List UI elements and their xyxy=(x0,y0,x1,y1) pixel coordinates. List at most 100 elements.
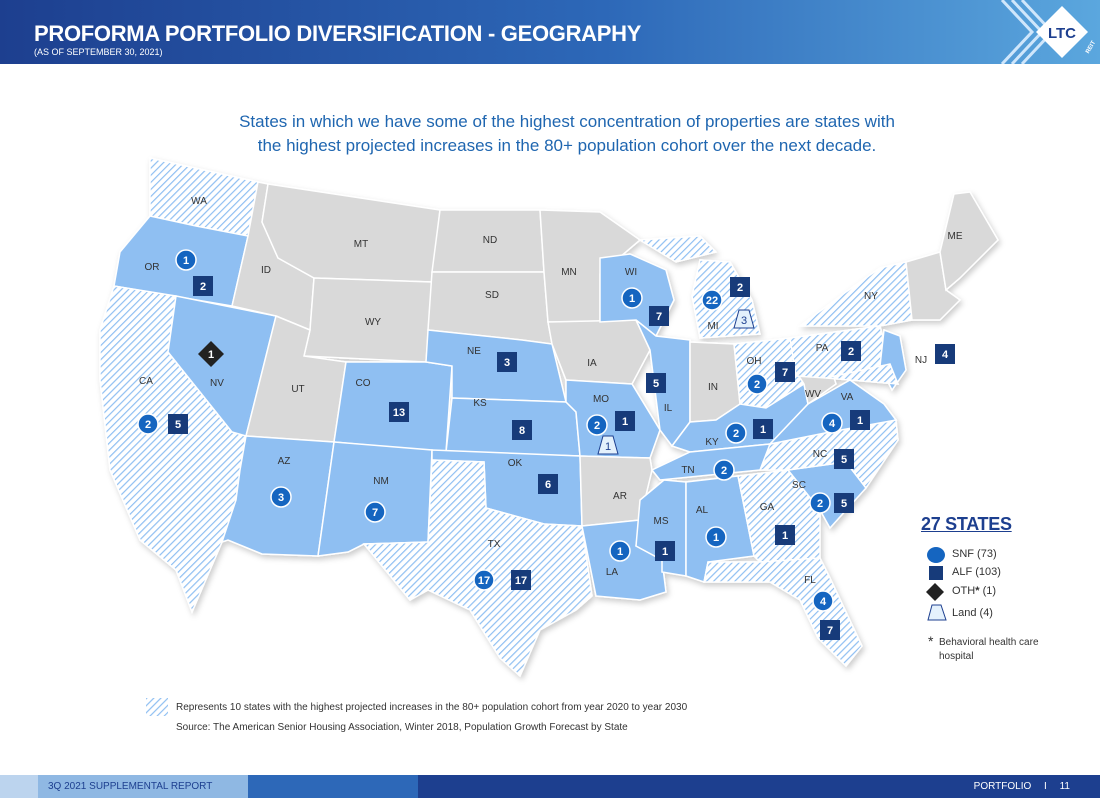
state-label-sc: SC xyxy=(792,480,806,491)
footer-divider: I xyxy=(1044,781,1047,792)
state-wy xyxy=(303,277,433,363)
alf-marker-ks: 8 xyxy=(512,420,532,440)
page-header: PROFORMA PORTFOLIO DIVERSIFICATION - GEO… xyxy=(0,0,1100,64)
alf-marker-il: 5 xyxy=(646,373,666,393)
marker-count: 3 xyxy=(504,357,510,369)
marker-count: 4 xyxy=(829,418,836,430)
state-ny xyxy=(797,261,913,327)
state-label-ok: OK xyxy=(508,458,523,469)
state-label-az: AZ xyxy=(278,456,291,467)
alf-marker-co: 13 xyxy=(389,402,409,422)
marker-count: 5 xyxy=(841,498,847,510)
state-label-wa: WA xyxy=(191,196,207,207)
state-ia xyxy=(547,319,651,385)
state-label-ut: UT xyxy=(291,384,304,395)
marker-count: 5 xyxy=(175,419,181,431)
state-tx xyxy=(362,459,593,678)
legend-oth: OTH* (1) xyxy=(952,585,997,597)
alf-marker-ne: 3 xyxy=(497,352,517,372)
state-label-ca: CA xyxy=(139,376,153,387)
marker-count: 1 xyxy=(760,424,766,436)
state-label-nm: NM xyxy=(373,476,389,487)
oth-marker-nv: 1 xyxy=(198,341,224,367)
state-label-ms: MS xyxy=(654,516,669,527)
marker-count: 2 xyxy=(754,379,760,391)
alf-marker-wi: 7 xyxy=(649,306,669,326)
state-label-tx: TX xyxy=(488,539,501,550)
alf-marker-mo: 1 xyxy=(615,411,635,431)
state-label-oh: OH xyxy=(747,356,762,367)
alf-marker-oh: 7 xyxy=(775,362,795,382)
state-label-nd: ND xyxy=(483,235,497,246)
marker-count: 7 xyxy=(827,625,833,637)
state-label-sd: SD xyxy=(485,290,499,301)
snf-marker-al: 1 xyxy=(705,526,727,548)
alf-marker-sc: 5 xyxy=(834,493,854,513)
alf-marker-pa: 2 xyxy=(841,341,861,361)
marker-count: 5 xyxy=(653,378,659,390)
state-label-mi: MI xyxy=(707,321,718,332)
snf-marker-or: 1 xyxy=(175,249,197,271)
marker-count: 2 xyxy=(848,346,854,358)
state-label-ks: KS xyxy=(473,398,487,409)
marker-count: 13 xyxy=(393,407,405,419)
state-label-wy: WY xyxy=(365,317,381,328)
oth-legend-icon xyxy=(926,583,944,601)
logo-text: LTC xyxy=(1048,25,1076,42)
marker-count: 3 xyxy=(741,315,747,327)
marker-count: 1 xyxy=(617,546,623,558)
snf-marker-nm: 7 xyxy=(364,501,386,523)
state-label-ar: AR xyxy=(613,491,627,502)
state-label-mn: MN xyxy=(561,267,577,278)
state-mi xyxy=(637,235,761,339)
state-label-ny: NY xyxy=(864,291,878,302)
marker-count: 4 xyxy=(820,596,827,608)
footer-page-number: 11 xyxy=(1059,781,1070,792)
state-nm xyxy=(317,441,433,557)
snf-marker-fl: 4 xyxy=(812,590,834,612)
legend-land: Land (4) xyxy=(952,607,993,619)
alf-marker-fl: 7 xyxy=(820,620,840,640)
state-label-ia: IA xyxy=(587,358,597,369)
snf-marker-oh: 2 xyxy=(746,373,768,395)
land-legend-icon xyxy=(927,604,947,621)
snf-marker-az: 3 xyxy=(270,486,292,508)
marker-count: 2 xyxy=(733,428,739,440)
state-label-ga: GA xyxy=(760,502,775,513)
marker-count: 2 xyxy=(737,282,743,294)
marker-count: 3 xyxy=(278,492,284,504)
marker-count: 1 xyxy=(605,441,611,453)
alf-marker-va: 1 xyxy=(850,410,870,430)
alf-marker-ok: 6 xyxy=(538,474,558,494)
marker-count: 7 xyxy=(372,507,378,519)
alf-marker-mi: 2 xyxy=(730,277,750,297)
marker-count: 2 xyxy=(200,281,206,293)
snf-marker-wi: 1 xyxy=(621,287,643,309)
state-label-pa: PA xyxy=(816,343,829,354)
state-label-la: LA xyxy=(606,567,619,578)
state-label-ne: NE xyxy=(467,346,481,357)
state-label-nj: NJ xyxy=(915,355,927,366)
footer-page-info: PORTFOLIO I 11 xyxy=(964,781,1070,792)
page-subtitle: (AS OF SEPTEMBER 30, 2021) xyxy=(34,47,163,57)
state-label-co: CO xyxy=(356,378,371,389)
snf-marker-la: 1 xyxy=(609,540,631,562)
state-label-mo: MO xyxy=(593,394,609,405)
snf-marker-sc: 2 xyxy=(809,492,831,514)
marker-count: 1 xyxy=(713,532,719,544)
alf-legend-icon xyxy=(929,566,943,580)
snf-marker-mi: 22 xyxy=(701,289,723,311)
snf-marker-tx: 17 xyxy=(473,569,495,591)
state-md xyxy=(825,363,900,385)
marker-count: 1 xyxy=(662,546,668,558)
page-title: PROFORMA PORTFOLIO DIVERSIFICATION - GEO… xyxy=(34,21,642,46)
state-label-in: IN xyxy=(708,382,718,393)
state-label-me: ME xyxy=(948,231,963,242)
marker-count: 2 xyxy=(594,420,600,432)
marker-count: 2 xyxy=(145,419,151,431)
ltc-logo: LTC REIT xyxy=(1000,0,1097,64)
state-label-al: AL xyxy=(696,505,709,516)
alf-marker-ms: 1 xyxy=(655,541,675,561)
snf-marker-mo: 2 xyxy=(586,414,608,436)
